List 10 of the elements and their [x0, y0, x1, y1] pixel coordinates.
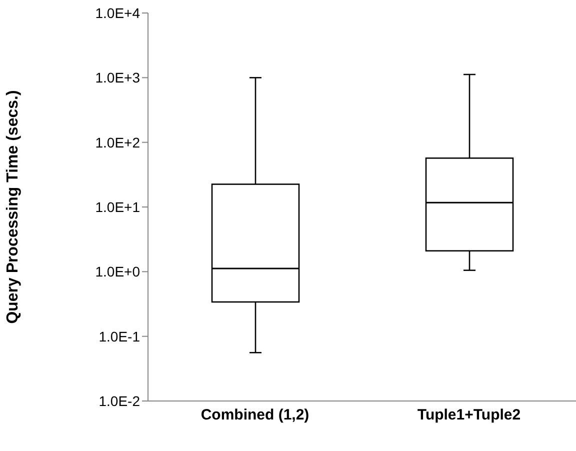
y-tick-label: 1.0E+0 — [95, 264, 140, 280]
y-tick-label: 1.0E-2 — [98, 392, 140, 409]
y-tick-label: 1.0E+3 — [95, 70, 140, 86]
x-tick-label: Tuple1+Tuple2 — [417, 406, 521, 424]
y-tick-label: 1.0E+1 — [95, 198, 140, 215]
y-axis-title: Query Processing Time (secs.) — [4, 90, 22, 324]
y-tick-label: 1.0E+4 — [95, 4, 140, 21]
x-tick-label: Combined (1,2) — [200, 406, 310, 424]
y-tick-label: 1.0E-1 — [98, 328, 140, 344]
y-tick-label: 1.0E+2 — [95, 134, 140, 150]
